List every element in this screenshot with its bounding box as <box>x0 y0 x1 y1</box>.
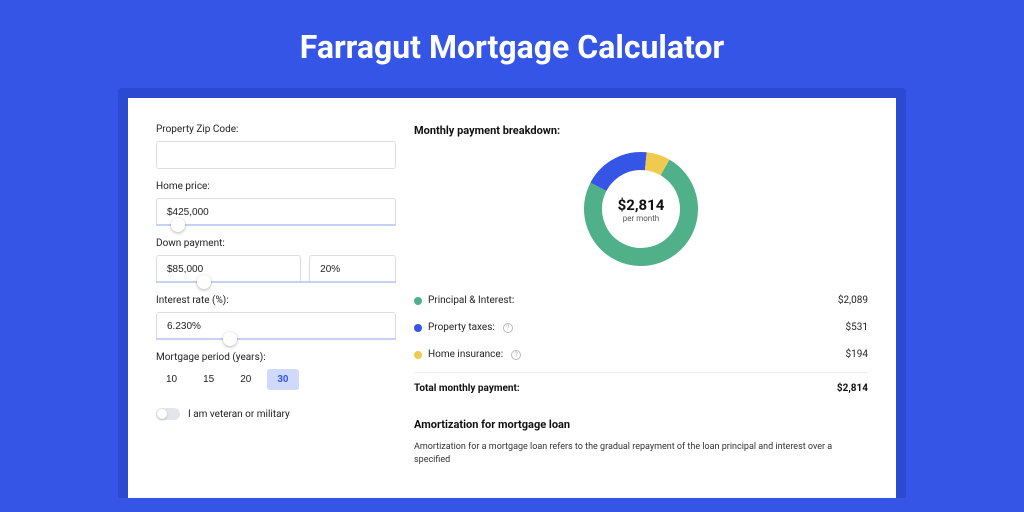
breakdown-item-value: $194 <box>846 349 868 360</box>
card-shadow: Property Zip Code: Home price: Down paym… <box>118 88 906 498</box>
zip-input[interactable] <box>156 141 396 169</box>
home-price-slider[interactable] <box>156 224 396 226</box>
page-title: Farragut Mortgage Calculator <box>0 0 1024 88</box>
donut-per-month: per month <box>623 214 659 223</box>
slider-thumb[interactable] <box>223 332 237 346</box>
interest-rate-slider[interactable] <box>156 338 396 340</box>
amortization-text: Amortization for a mortgage loan refers … <box>414 441 868 466</box>
donut-chart: $2,814 per month <box>581 149 701 269</box>
breakdown-title: Monthly payment breakdown: <box>414 124 868 137</box>
down-payment-row <box>156 255 396 283</box>
mortgage-period-group: 10 15 20 30 <box>156 369 396 390</box>
slider-track <box>156 224 396 226</box>
slider-track <box>156 281 396 283</box>
period-option-10[interactable]: 10 <box>156 369 187 390</box>
period-option-20[interactable]: 20 <box>230 369 261 390</box>
interest-rate-label: Interest rate (%): <box>156 295 396 306</box>
period-option-15[interactable]: 15 <box>193 369 224 390</box>
amortization-title: Amortization for mortgage loan <box>414 418 868 431</box>
breakdown-item-value: $2,089 <box>838 295 868 306</box>
info-icon[interactable]: ? <box>511 350 521 360</box>
down-payment-input[interactable] <box>156 255 301 283</box>
total-row: Total monthly payment: $2,814 <box>414 372 868 404</box>
donut-amount: $2,814 <box>618 196 665 214</box>
amortization-section: Amortization for mortgage loan Amortizat… <box>414 418 868 466</box>
form-column: Property Zip Code: Home price: Down paym… <box>156 124 396 498</box>
breakdown-row: Home insurance:? $194 <box>414 341 868 368</box>
mortgage-period-label: Mortgage period (years): <box>156 352 396 363</box>
veteran-row: I am veteran or military <box>156 408 396 420</box>
home-price-input[interactable] <box>156 198 396 226</box>
breakdown-item-value: $531 <box>846 322 868 333</box>
legend-dot <box>414 351 422 359</box>
legend-dot <box>414 297 422 305</box>
down-payment-slider[interactable] <box>156 281 396 283</box>
down-payment-label: Down payment: <box>156 238 396 249</box>
slider-thumb[interactable] <box>171 218 185 232</box>
breakdown-row: Principal & Interest: $2,089 <box>414 287 868 314</box>
breakdown-item-label: Principal & Interest: <box>428 295 514 306</box>
breakdown-row: Property taxes:? $531 <box>414 314 868 341</box>
info-icon[interactable]: ? <box>503 323 513 333</box>
total-value: $2,814 <box>837 383 868 394</box>
home-price-label: Home price: <box>156 181 396 192</box>
veteran-label: I am veteran or military <box>188 409 290 420</box>
breakdown-item-label: Property taxes: <box>428 322 495 333</box>
calculator-card: Property Zip Code: Home price: Down paym… <box>128 98 896 498</box>
donut-center: $2,814 per month <box>581 149 701 269</box>
slider-track <box>156 338 396 340</box>
breakdown-rows: Principal & Interest: $2,089 Property taxe… <box>414 287 868 368</box>
breakdown-column: Monthly payment breakdown: $2,814 per mo… <box>414 124 868 498</box>
legend-dot <box>414 324 422 332</box>
zip-label: Property Zip Code: <box>156 124 396 135</box>
breakdown-item-label: Home insurance: <box>428 349 503 360</box>
period-option-30[interactable]: 30 <box>267 369 298 390</box>
donut-chart-wrap: $2,814 per month <box>414 149 868 269</box>
total-label: Total monthly payment: <box>414 383 520 394</box>
veteran-toggle[interactable] <box>156 408 180 420</box>
interest-rate-input[interactable] <box>156 312 396 340</box>
down-payment-percent-input[interactable] <box>309 255 396 283</box>
toggle-knob <box>157 409 167 419</box>
slider-thumb[interactable] <box>197 275 211 289</box>
